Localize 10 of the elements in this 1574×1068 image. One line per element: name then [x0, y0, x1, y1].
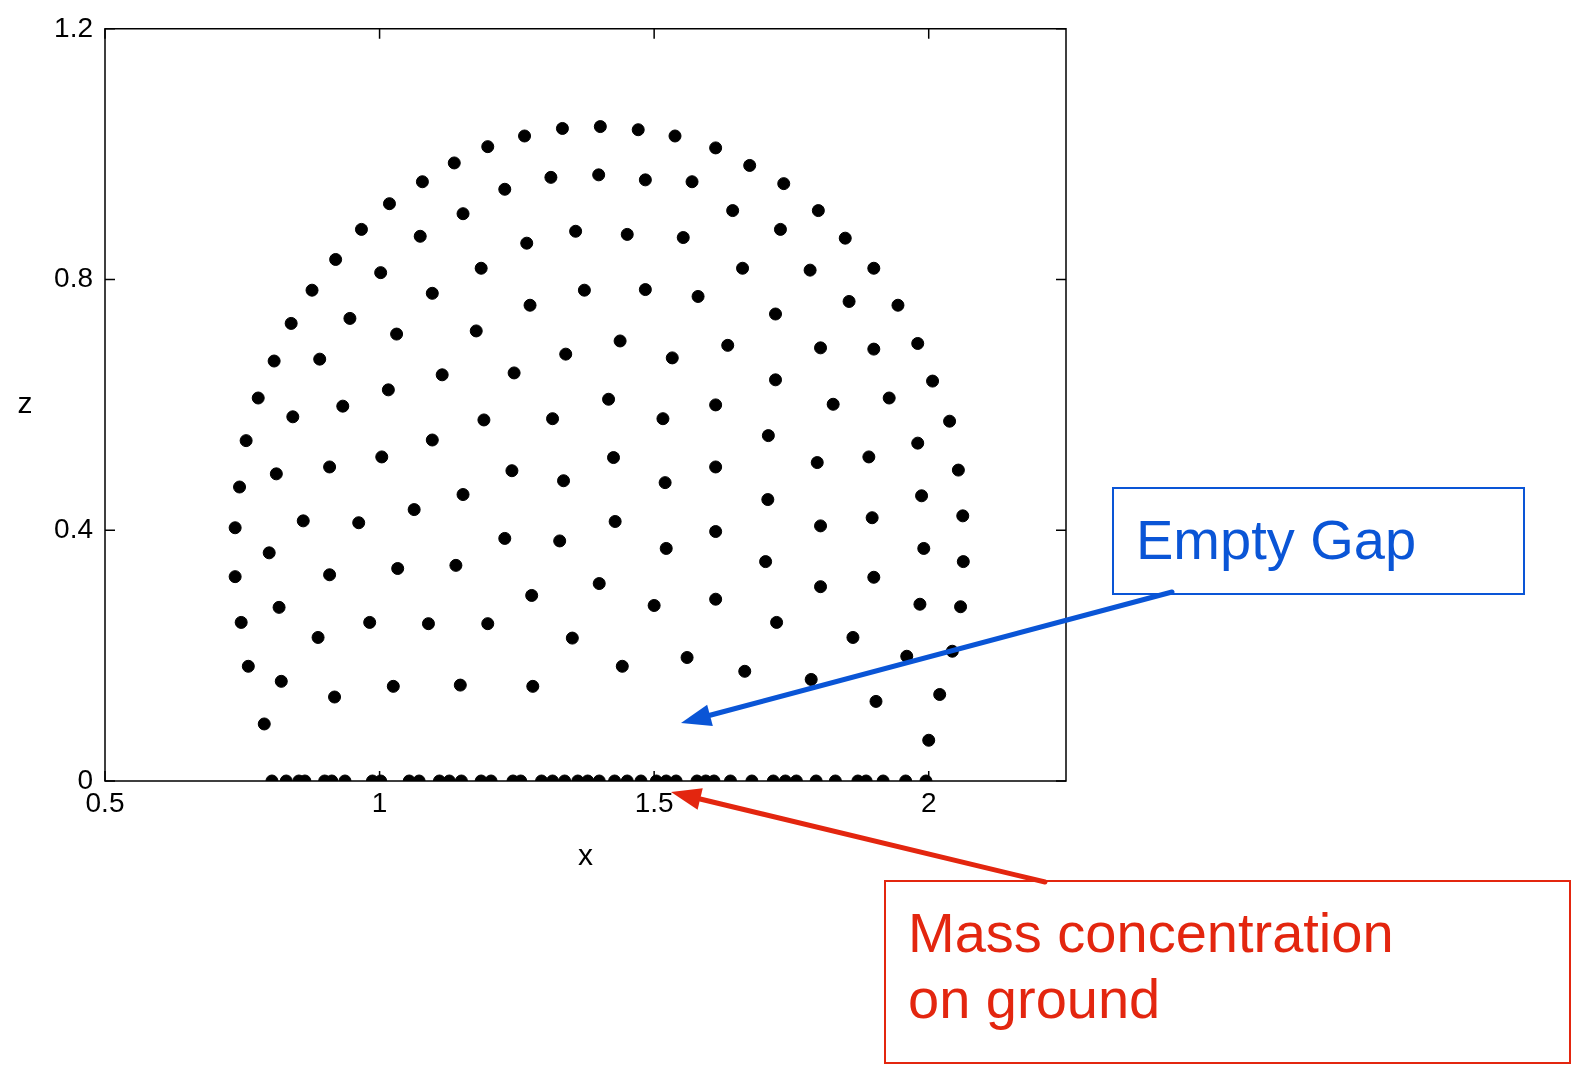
x-tick-label: 1 — [371, 786, 388, 818]
x-tick-label: 2 — [920, 786, 937, 818]
x-tick-label: 1.5 — [634, 786, 674, 818]
y-tick-label: 0.8 — [54, 262, 93, 294]
text: Empty Gap — [1112, 487, 1525, 595]
text: Mass concentration on ground — [884, 880, 1571, 1064]
y-tick-label: 0.4 — [54, 512, 93, 544]
y-axis-title: z — [17, 386, 33, 420]
x-axis-title: x — [578, 838, 593, 872]
y-tick-label: 1.2 — [54, 11, 93, 43]
